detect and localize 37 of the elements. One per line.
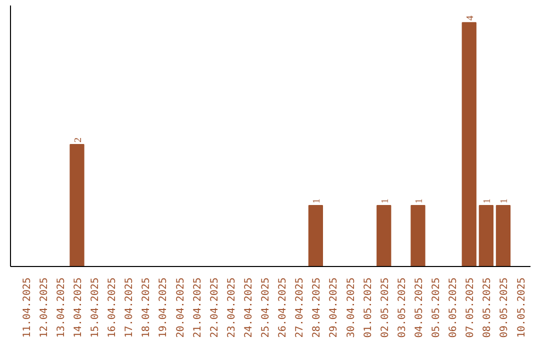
x-tick-label: 04.05.2025 xyxy=(414,277,425,338)
x-tick-label: 23.04.2025 xyxy=(226,277,238,338)
data-label: 1 xyxy=(414,198,425,204)
x-tick-label: 14.04.2025 xyxy=(72,277,84,338)
x-tick-label: 13.04.2025 xyxy=(56,277,67,338)
x-tick-label: 07.05.2025 xyxy=(465,277,476,338)
x-tick-label: 16.04.2025 xyxy=(107,277,118,338)
x-tick-label: 06.05.2025 xyxy=(448,277,460,338)
data-label: 1 xyxy=(499,198,510,204)
x-tick-label: 09.05.2025 xyxy=(499,277,510,338)
x-tick-label: 03.05.2025 xyxy=(396,277,408,338)
x-tick-label: 17.04.2025 xyxy=(124,277,136,338)
x-tick-label: 22.04.2025 xyxy=(209,277,220,338)
x-tick-label: 19.04.2025 xyxy=(158,277,170,338)
x-tick-label: 20.04.2025 xyxy=(175,277,186,338)
x-tick-label: 26.04.2025 xyxy=(278,277,289,338)
x-tick-label: 08.05.2025 xyxy=(482,277,494,338)
x-tick-label: 21.04.2025 xyxy=(192,277,204,338)
x-tick-label: 02.05.2025 xyxy=(380,277,391,338)
data-label: 2 xyxy=(72,138,84,143)
x-tick-label: 10.05.2025 xyxy=(516,277,528,338)
x-tick-label: 27.04.2025 xyxy=(294,277,306,338)
data-label: 1 xyxy=(482,198,494,204)
x-tick-label: 05.05.2025 xyxy=(431,277,442,338)
data-label: 1 xyxy=(380,198,391,204)
data-label: 1 xyxy=(312,198,323,204)
x-tick-label: 25.04.2025 xyxy=(260,277,272,338)
x-tick-label: 15.04.2025 xyxy=(90,277,102,338)
x-tick-label: 30.04.2025 xyxy=(346,277,357,338)
x-tick-label: 01.05.2025 xyxy=(362,277,374,338)
x-tick-label: 18.04.2025 xyxy=(141,277,152,338)
x-tick-label: 24.04.2025 xyxy=(243,277,254,338)
x-tick-label: 28.04.2025 xyxy=(312,277,323,338)
data-label: 4 xyxy=(465,16,476,21)
x-tick-label: 29.04.2025 xyxy=(328,277,340,338)
x-tick-label: 11.04.2025 xyxy=(22,277,33,338)
x-tick-label: 12.04.2025 xyxy=(38,277,50,338)
